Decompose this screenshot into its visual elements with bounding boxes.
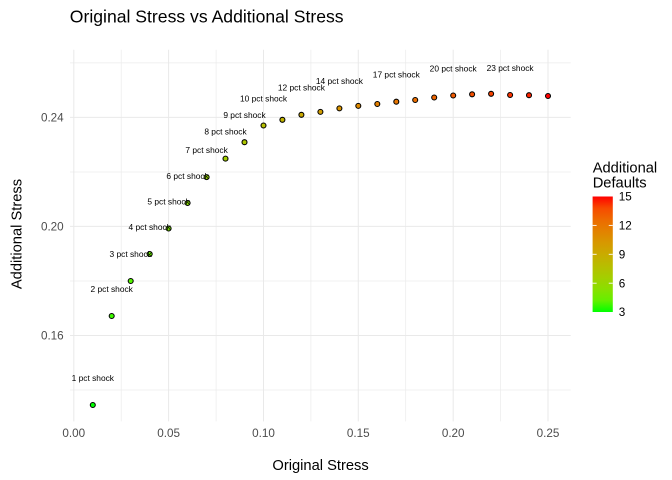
svg-text:9 pct shock: 9 pct shock (223, 110, 266, 120)
svg-text:1 pct shock: 1 pct shock (72, 373, 115, 383)
svg-text:0.05: 0.05 (157, 427, 180, 440)
svg-text:7 pct shock: 7 pct shock (185, 145, 228, 155)
svg-text:8 pct shock: 8 pct shock (204, 126, 247, 136)
svg-text:0.15: 0.15 (347, 427, 370, 440)
svg-text:6 pct shock: 6 pct shock (166, 171, 209, 181)
svg-text:10 pct shock: 10 pct shock (240, 93, 288, 103)
svg-text:20 pct shock: 20 pct shock (430, 63, 478, 73)
svg-text:15: 15 (619, 191, 633, 204)
svg-text:5 pct shock: 5 pct shock (147, 196, 190, 206)
svg-text:0.20: 0.20 (41, 221, 64, 234)
svg-text:Additional Stress: Additional Stress (10, 179, 26, 289)
svg-text:3 pct shock: 3 pct shock (110, 249, 153, 259)
svg-text:0.10: 0.10 (252, 427, 275, 440)
svg-text:0.20: 0.20 (442, 427, 465, 440)
svg-text:Original Stress: Original Stress (272, 458, 368, 474)
svg-text:0.00: 0.00 (62, 427, 85, 440)
svg-text:0.25: 0.25 (537, 427, 560, 440)
svg-text:2 pct shock: 2 pct shock (91, 284, 134, 294)
svg-text:3: 3 (619, 306, 626, 319)
svg-text:23 pct shock: 23 pct shock (487, 63, 535, 73)
svg-text:14 pct shock: 14 pct shock (316, 76, 364, 86)
svg-text:Original Stress vs Additional: Original Stress vs Additional Stress (70, 7, 344, 27)
svg-text:Additional: Additional (593, 161, 658, 177)
svg-text:17 pct shock: 17 pct shock (373, 70, 421, 80)
svg-text:Defaults: Defaults (593, 176, 647, 192)
svg-text:0.24: 0.24 (41, 112, 64, 125)
svg-text:4 pct shock: 4 pct shock (129, 222, 172, 232)
svg-text:12 pct shock: 12 pct shock (278, 83, 326, 93)
svg-text:6: 6 (619, 277, 626, 290)
svg-text:12: 12 (619, 220, 632, 233)
svg-text:0.16: 0.16 (41, 330, 64, 343)
svg-text:9: 9 (619, 249, 626, 262)
